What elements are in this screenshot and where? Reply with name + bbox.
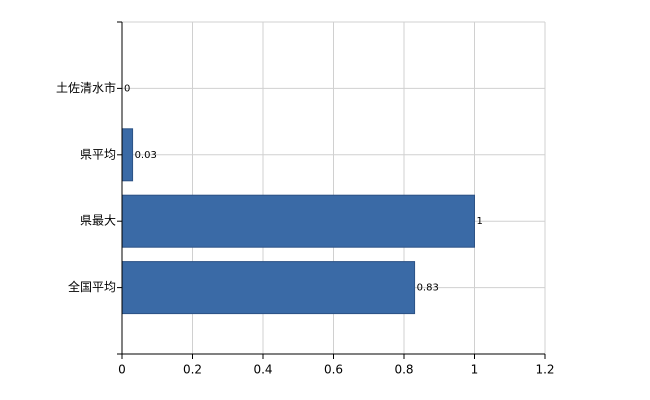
x-tick-label: 0.4 bbox=[253, 363, 272, 377]
y-tick-label: 全国平均 bbox=[68, 279, 116, 294]
data-label: 0.83 bbox=[417, 283, 439, 294]
data-label: 1 bbox=[477, 216, 483, 227]
data-label: 0.03 bbox=[135, 150, 157, 161]
bar bbox=[121, 128, 134, 182]
x-tick-label: 0.8 bbox=[394, 363, 413, 377]
y-tick-label: 土佐清水市 bbox=[56, 80, 116, 95]
y-tick-label: 県最大 bbox=[80, 214, 116, 228]
data-label: 0 bbox=[124, 83, 130, 94]
bar bbox=[121, 261, 416, 315]
bar bbox=[121, 194, 475, 248]
x-tick-label: 0.2 bbox=[183, 363, 202, 377]
y-tick-label: 県平均 bbox=[80, 147, 116, 161]
x-tick-label: 0 bbox=[118, 363, 126, 377]
x-tick-label: 1 bbox=[471, 363, 479, 377]
x-tick-label: 0.6 bbox=[324, 363, 343, 377]
x-tick-label: 1.2 bbox=[535, 363, 554, 377]
